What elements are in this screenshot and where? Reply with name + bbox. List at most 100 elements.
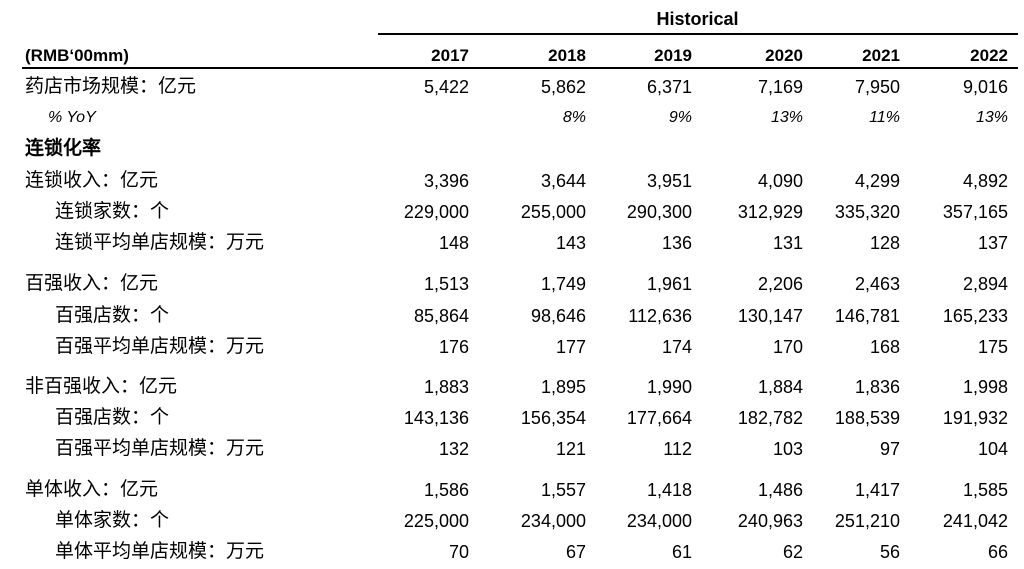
row-value: 175 — [977, 337, 1008, 357]
row-value: 165,233 — [942, 306, 1008, 326]
table-row-top100-revenue: 百强收入：亿元 1,513 1,749 1,961 2,206 2,463 2,… — [0, 270, 1024, 298]
row-value: 148 — [438, 233, 469, 253]
row-value: 13% — [770, 109, 803, 126]
row-value: 6,371 — [646, 77, 692, 97]
row-value: 61 — [671, 542, 692, 562]
row-value: 4,090 — [757, 171, 803, 191]
row-label: 连锁家数：个 — [55, 201, 170, 222]
row-value: 98,646 — [530, 306, 586, 326]
row-value: 132 — [438, 439, 469, 459]
row-value: 174 — [661, 337, 692, 357]
row-value: 3,644 — [540, 171, 586, 191]
row-value: 251,210 — [834, 511, 900, 531]
table-row-single-revenue: 单体收入：亿元 1,586 1,557 1,418 1,486 1,417 1,… — [0, 476, 1024, 504]
row-value: 1,884 — [757, 377, 803, 397]
row-value: 1,883 — [423, 377, 469, 397]
row-value: 112 — [663, 439, 692, 459]
row-value: 70 — [448, 542, 469, 562]
row-value: 11% — [869, 109, 900, 126]
row-label: 单体收入：亿元 — [25, 479, 159, 500]
row-value: 1,586 — [423, 480, 469, 500]
table-row-non-top100-count: 百强店数：个 143,136 156,354 177,664 182,782 1… — [0, 404, 1024, 432]
row-value: 1,961 — [646, 274, 692, 294]
row-value: 3,951 — [646, 171, 692, 191]
row-value: 9% — [668, 109, 692, 126]
row-label: 百强平均单店规模：万元 — [55, 438, 265, 459]
row-value — [359, 104, 469, 132]
row-value: 2,206 — [757, 274, 803, 294]
row-value: 9,016 — [962, 77, 1008, 97]
year-header-row: (RMB‘00mm) 2017 2018 2019 2020 2021 2022 — [0, 42, 1024, 70]
row-value: 229,000 — [403, 202, 469, 222]
row-value: 255,000 — [520, 202, 586, 222]
row-value: 1,998 — [962, 377, 1008, 397]
row-value: 156,354 — [520, 408, 586, 428]
row-label: 单体平均单店规模：万元 — [55, 541, 265, 562]
row-value: 1,749 — [540, 274, 586, 294]
row-value: 121 — [555, 439, 586, 459]
row-value: 62 — [782, 542, 803, 562]
row-value: 1,486 — [757, 480, 803, 500]
row-label: 百强店数：个 — [55, 407, 170, 428]
row-value: 182,782 — [737, 408, 803, 428]
row-value: 85,864 — [413, 306, 469, 326]
row-value: 56 — [879, 542, 900, 562]
row-value: 312,929 — [737, 202, 803, 222]
row-value: 130,147 — [737, 306, 803, 326]
row-label: % YoY — [48, 109, 96, 126]
row-value: 67 — [565, 542, 586, 562]
row-value: 4,892 — [962, 171, 1008, 191]
row-value: 1,513 — [423, 274, 469, 294]
historical-underline — [378, 33, 1018, 35]
row-label: 百强店数：个 — [55, 305, 170, 326]
row-value: 8% — [562, 109, 586, 126]
row-value: 176 — [438, 337, 469, 357]
row-value: 170 — [772, 337, 803, 357]
row-label: 单体家数：个 — [55, 510, 170, 531]
table-row-section-chain-rate: 连锁化率 — [0, 135, 1024, 163]
section-heading: 连锁化率 — [25, 138, 102, 159]
year-2018: 2018 — [548, 46, 586, 65]
table-row-market-size: 药店市场规模：亿元 5,422 5,862 6,371 7,169 7,950 … — [0, 73, 1024, 101]
row-value: 1,990 — [646, 377, 692, 397]
row-value: 168 — [869, 337, 900, 357]
row-value: 128 — [869, 233, 900, 253]
row-value: 177 — [555, 337, 586, 357]
table-row-non-top100-avg-store: 百强平均单店规模：万元 132 121 112 103 97 104 — [0, 435, 1024, 463]
table-row-top100-avg-store: 百强平均单店规模：万元 176 177 174 170 168 175 — [0, 333, 1024, 361]
table-row-top100-count: 百强店数：个 85,864 98,646 112,636 130,147 146… — [0, 302, 1024, 330]
table-row-non-top100-revenue: 非百强收入：亿元 1,883 1,895 1,990 1,884 1,836 1… — [0, 373, 1024, 401]
row-value: 136 — [661, 233, 692, 253]
row-value: 234,000 — [520, 511, 586, 531]
row-value: 188,539 — [834, 408, 900, 428]
row-value: 1,557 — [540, 480, 586, 500]
table-row-single-avg-store: 单体平均单店规模：万元 70 67 61 62 56 66 — [0, 538, 1024, 566]
row-value: 5,862 — [540, 77, 586, 97]
row-value: 4,299 — [854, 171, 900, 191]
row-value: 103 — [772, 439, 803, 459]
year-2020: 2020 — [765, 46, 803, 65]
unit-label: (RMB‘00mm) — [25, 46, 129, 65]
row-value: 143 — [555, 233, 586, 253]
row-value: 131 — [772, 233, 803, 253]
row-value: 3,396 — [423, 171, 469, 191]
row-value: 2,463 — [854, 274, 900, 294]
table-row-chain-avg-store: 连锁平均单店规模：万元 148 143 136 131 128 137 — [0, 229, 1024, 257]
row-value: 1,417 — [854, 480, 900, 500]
row-label: 非百强收入：亿元 — [25, 376, 178, 397]
row-value: 191,932 — [942, 408, 1008, 428]
row-label: 百强收入：亿元 — [25, 273, 159, 294]
row-label: 百强平均单店规模：万元 — [55, 336, 265, 357]
row-value: 290,300 — [626, 202, 692, 222]
table-row-chain-revenue: 连锁收入：亿元 3,396 3,644 3,951 4,090 4,299 4,… — [0, 167, 1024, 195]
row-value: 241,042 — [942, 511, 1008, 531]
historical-header: Historical — [656, 9, 739, 29]
row-value: 146,781 — [834, 306, 900, 326]
row-value: 143,136 — [403, 408, 469, 428]
row-value: 225,000 — [403, 511, 469, 531]
row-value: 7,169 — [757, 77, 803, 97]
row-value: 104 — [977, 439, 1008, 459]
row-value: 357,165 — [942, 202, 1008, 222]
row-value: 7,950 — [854, 77, 900, 97]
